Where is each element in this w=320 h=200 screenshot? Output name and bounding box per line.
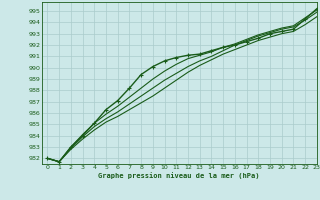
X-axis label: Graphe pression niveau de la mer (hPa): Graphe pression niveau de la mer (hPa) [99, 172, 260, 179]
